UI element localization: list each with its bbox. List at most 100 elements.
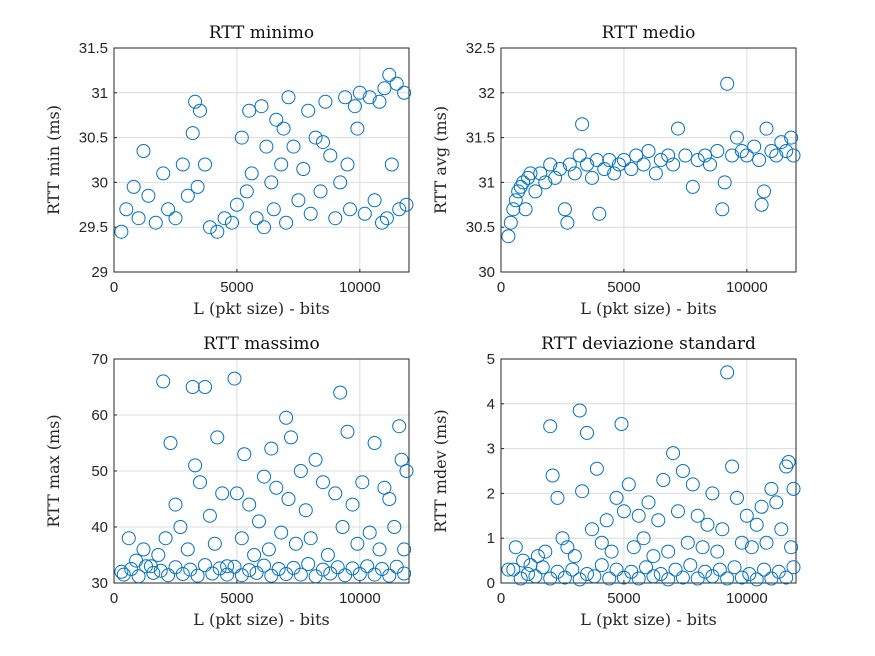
data-point [281, 492, 296, 506]
data-point [254, 99, 269, 114]
subplot-1: 0 5000 10000 29 29.5 30 30.5 31 31.5 RTT minimo L … [44, 23, 414, 318]
data-point [734, 570, 749, 585]
data-point [340, 424, 355, 439]
y-tick-label: 2 [487, 485, 495, 502]
data-point [357, 206, 372, 221]
data-point [508, 540, 523, 555]
data-point [372, 94, 387, 109]
data-point [752, 153, 767, 167]
data-point [301, 103, 316, 118]
data-point [690, 508, 705, 523]
plot-area [500, 358, 797, 584]
data-point [269, 112, 284, 127]
data-point [296, 162, 311, 176]
data-point [636, 531, 651, 546]
data-point [759, 535, 774, 550]
data-point [624, 162, 639, 176]
data-point [301, 557, 316, 571]
subplot-3: 0 5000 10000 30 40 50 60 70 RTT massimo L (pkt si… [44, 334, 414, 629]
data-point [521, 567, 535, 581]
data-point [585, 522, 599, 537]
data-point [257, 469, 271, 484]
data-point [749, 517, 764, 532]
data-point [303, 531, 318, 546]
data-point [626, 540, 641, 555]
chart-title: RTT massimo [203, 334, 319, 354]
data-point [769, 148, 784, 163]
data-point [661, 572, 676, 587]
data-point [580, 425, 594, 440]
data-point [656, 473, 671, 487]
data-point [257, 220, 271, 235]
data-point [397, 85, 412, 100]
data-point [653, 153, 668, 167]
data-point [661, 544, 676, 559]
data-point [392, 202, 407, 217]
data-point [389, 559, 404, 574]
data-point [604, 544, 619, 559]
data-point [764, 481, 779, 496]
data-point [227, 371, 242, 386]
data-point [616, 570, 631, 585]
data-point [320, 548, 335, 562]
x-tick-label: 10000 [339, 279, 381, 296]
data-point [210, 430, 225, 445]
data-point [646, 549, 661, 564]
data-point [136, 144, 151, 158]
plot-border [113, 358, 410, 584]
data-point [193, 103, 207, 118]
data-point [136, 542, 151, 557]
data-point [215, 486, 230, 501]
data-point [572, 148, 587, 163]
data-point [769, 495, 784, 510]
data-point [328, 486, 343, 501]
data-point [274, 157, 289, 172]
data-point [516, 553, 531, 568]
y-tick-label: 5 [487, 351, 495, 368]
data-point [705, 569, 720, 584]
data-point [286, 139, 301, 154]
data-point [271, 562, 286, 576]
data-point [345, 497, 360, 512]
data-point [377, 81, 392, 96]
data-point [220, 559, 235, 574]
data-point [774, 522, 789, 537]
data-point [252, 514, 266, 529]
data-point [183, 562, 198, 577]
data-point [621, 477, 636, 492]
data-point [392, 419, 407, 434]
data-point [153, 563, 168, 578]
data-point [553, 162, 567, 176]
data-point [399, 197, 414, 212]
y-axis-label: RTT mdev (ms) [431, 409, 450, 532]
data-point [543, 419, 558, 434]
data-point [318, 94, 333, 109]
data-point [279, 215, 294, 230]
data-point [379, 211, 394, 226]
data-point [710, 144, 725, 158]
data-point [567, 166, 582, 181]
y-tick-label: 60 [91, 407, 108, 424]
data-point [274, 525, 289, 540]
data-point [257, 558, 271, 573]
data-point [121, 531, 136, 546]
data-point [343, 202, 357, 217]
data-point [387, 520, 402, 534]
scatter-series [501, 365, 801, 587]
x-axis-label: L (pkt size) - bits [580, 610, 716, 629]
data-point [744, 540, 759, 555]
data-point [555, 531, 570, 546]
data-point [210, 224, 225, 239]
data-point [308, 130, 323, 145]
data-point [734, 144, 749, 158]
data-point [350, 121, 365, 136]
data-point [227, 559, 242, 574]
data-point [562, 157, 577, 172]
data-point [506, 202, 521, 217]
x-tick-label: 5000 [220, 279, 253, 296]
data-point [347, 99, 362, 114]
data-point [163, 436, 178, 450]
data-point [616, 153, 631, 167]
subplot-2: 0 5000 10000 30 30.5 31 31.5 32 32.5 RTT medio L (… [431, 23, 801, 318]
data-point [786, 148, 801, 163]
